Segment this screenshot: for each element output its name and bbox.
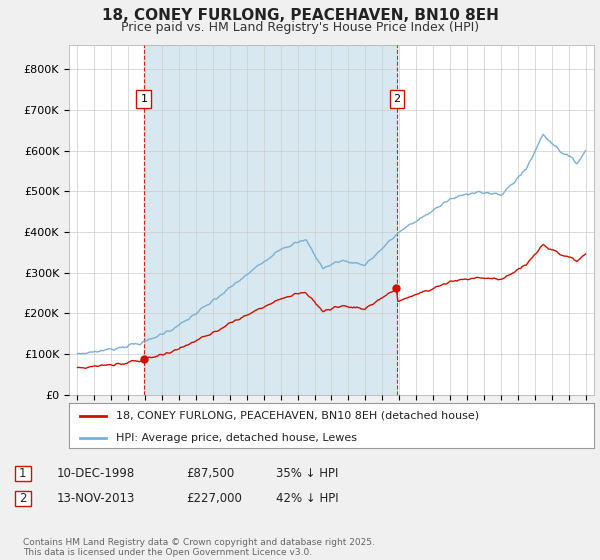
Text: 1: 1	[19, 466, 26, 480]
Text: £87,500: £87,500	[186, 466, 234, 480]
Text: 18, CONEY FURLONG, PEACEHAVEN, BN10 8EH: 18, CONEY FURLONG, PEACEHAVEN, BN10 8EH	[101, 8, 499, 24]
Text: £227,000: £227,000	[186, 492, 242, 505]
Text: 35% ↓ HPI: 35% ↓ HPI	[276, 466, 338, 480]
Text: 1: 1	[140, 94, 148, 104]
Bar	[144, 45, 397, 395]
Text: 13-NOV-2013: 13-NOV-2013	[57, 492, 136, 505]
Text: Contains HM Land Registry data © Crown copyright and database right 2025.
This d: Contains HM Land Registry data © Crown c…	[23, 538, 374, 557]
Text: Price paid vs. HM Land Registry's House Price Index (HPI): Price paid vs. HM Land Registry's House …	[121, 21, 479, 34]
Text: 2: 2	[394, 94, 401, 104]
Text: HPI: Average price, detached house, Lewes: HPI: Average price, detached house, Lewe…	[116, 433, 357, 443]
Text: 18, CONEY FURLONG, PEACEHAVEN, BN10 8EH (detached house): 18, CONEY FURLONG, PEACEHAVEN, BN10 8EH …	[116, 410, 479, 421]
Text: 2: 2	[19, 492, 26, 505]
Text: 10-DEC-1998: 10-DEC-1998	[57, 466, 135, 480]
Text: 42% ↓ HPI: 42% ↓ HPI	[276, 492, 338, 505]
